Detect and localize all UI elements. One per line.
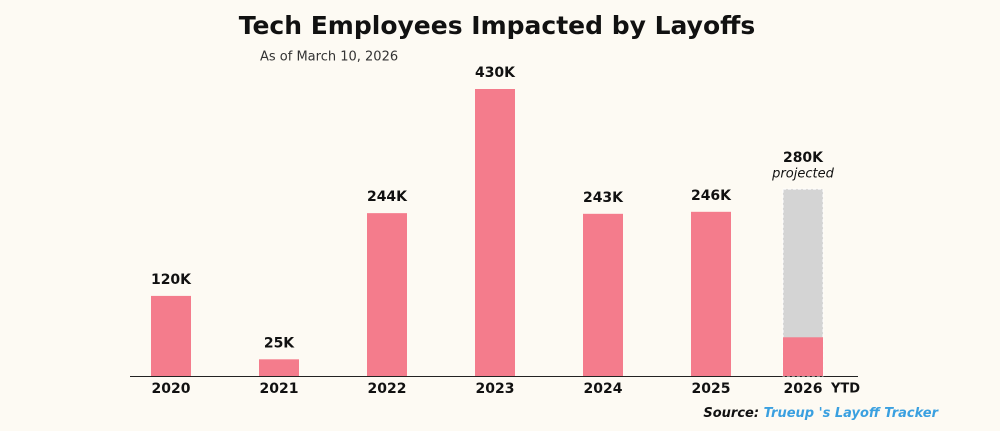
bar xyxy=(583,213,623,376)
x-tick-label: 2023 xyxy=(476,381,515,397)
projected-note: projected xyxy=(771,167,834,182)
value-label: 120K xyxy=(151,272,192,288)
bar xyxy=(367,213,407,376)
chart-title: Tech Employees Impacted by Layoffs xyxy=(239,11,756,40)
x-tick-label: 2021 xyxy=(260,381,299,397)
x-tick-label: 2026 xyxy=(784,381,823,397)
source-label: Source: xyxy=(703,406,759,421)
x-tick-label: 2024 xyxy=(584,381,623,397)
x-tick-suffix: YTD xyxy=(830,382,860,397)
value-label: 430K xyxy=(475,65,516,81)
bar xyxy=(259,359,299,376)
value-label: 25K xyxy=(264,335,295,351)
bar xyxy=(783,337,823,376)
x-tick-label: 2025 xyxy=(692,381,731,397)
chart-subtitle: As of March 10, 2026 xyxy=(260,50,398,65)
projected-label: 280K xyxy=(783,150,824,166)
source: Source: Trueup 's Layoff Tracker xyxy=(703,406,939,421)
x-tick-label: 2020 xyxy=(152,381,191,397)
source-text[interactable]: Trueup 's Layoff Tracker xyxy=(764,406,940,421)
bar xyxy=(691,211,731,376)
value-label: 244K xyxy=(367,189,408,205)
bar xyxy=(475,89,515,376)
bar xyxy=(151,295,191,376)
value-label: 243K xyxy=(583,190,624,206)
x-tick-label: 2022 xyxy=(368,381,407,397)
value-label: 246K xyxy=(691,188,732,204)
